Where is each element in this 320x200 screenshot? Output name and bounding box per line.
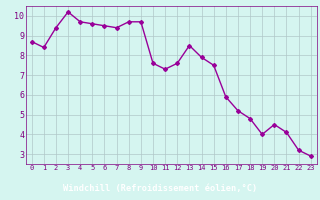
Text: Windchill (Refroidissement éolien,°C): Windchill (Refroidissement éolien,°C) [63, 184, 257, 193]
